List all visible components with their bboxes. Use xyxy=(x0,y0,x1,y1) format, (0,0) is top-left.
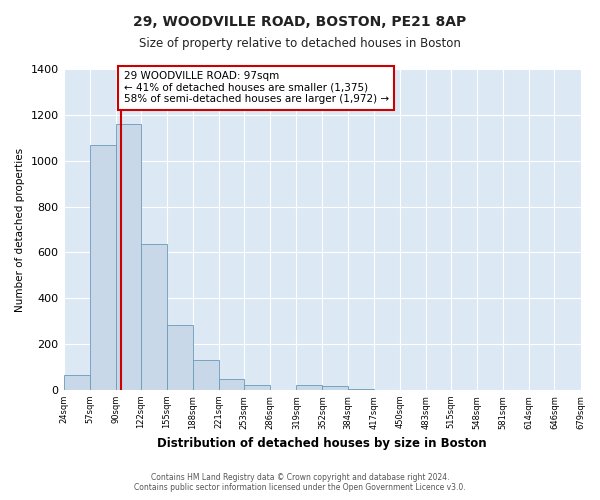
Bar xyxy=(219,379,244,390)
Text: 29, WOODVILLE ROAD, BOSTON, PE21 8AP: 29, WOODVILLE ROAD, BOSTON, PE21 8AP xyxy=(133,15,467,29)
Bar xyxy=(193,360,219,390)
Bar xyxy=(296,386,322,390)
Bar xyxy=(347,389,374,390)
Text: Contains HM Land Registry data © Crown copyright and database right 2024.
Contai: Contains HM Land Registry data © Crown c… xyxy=(134,473,466,492)
Bar xyxy=(244,386,271,390)
Text: Size of property relative to detached houses in Boston: Size of property relative to detached ho… xyxy=(139,38,461,51)
Bar xyxy=(322,386,347,390)
X-axis label: Distribution of detached houses by size in Boston: Distribution of detached houses by size … xyxy=(157,437,487,450)
Bar xyxy=(64,375,89,390)
Text: 29 WOODVILLE ROAD: 97sqm
← 41% of detached houses are smaller (1,375)
58% of sem: 29 WOODVILLE ROAD: 97sqm ← 41% of detach… xyxy=(124,72,389,104)
Bar xyxy=(167,324,193,390)
Bar xyxy=(89,144,116,390)
Y-axis label: Number of detached properties: Number of detached properties xyxy=(15,148,25,312)
Bar xyxy=(116,124,141,390)
Bar xyxy=(141,244,167,390)
